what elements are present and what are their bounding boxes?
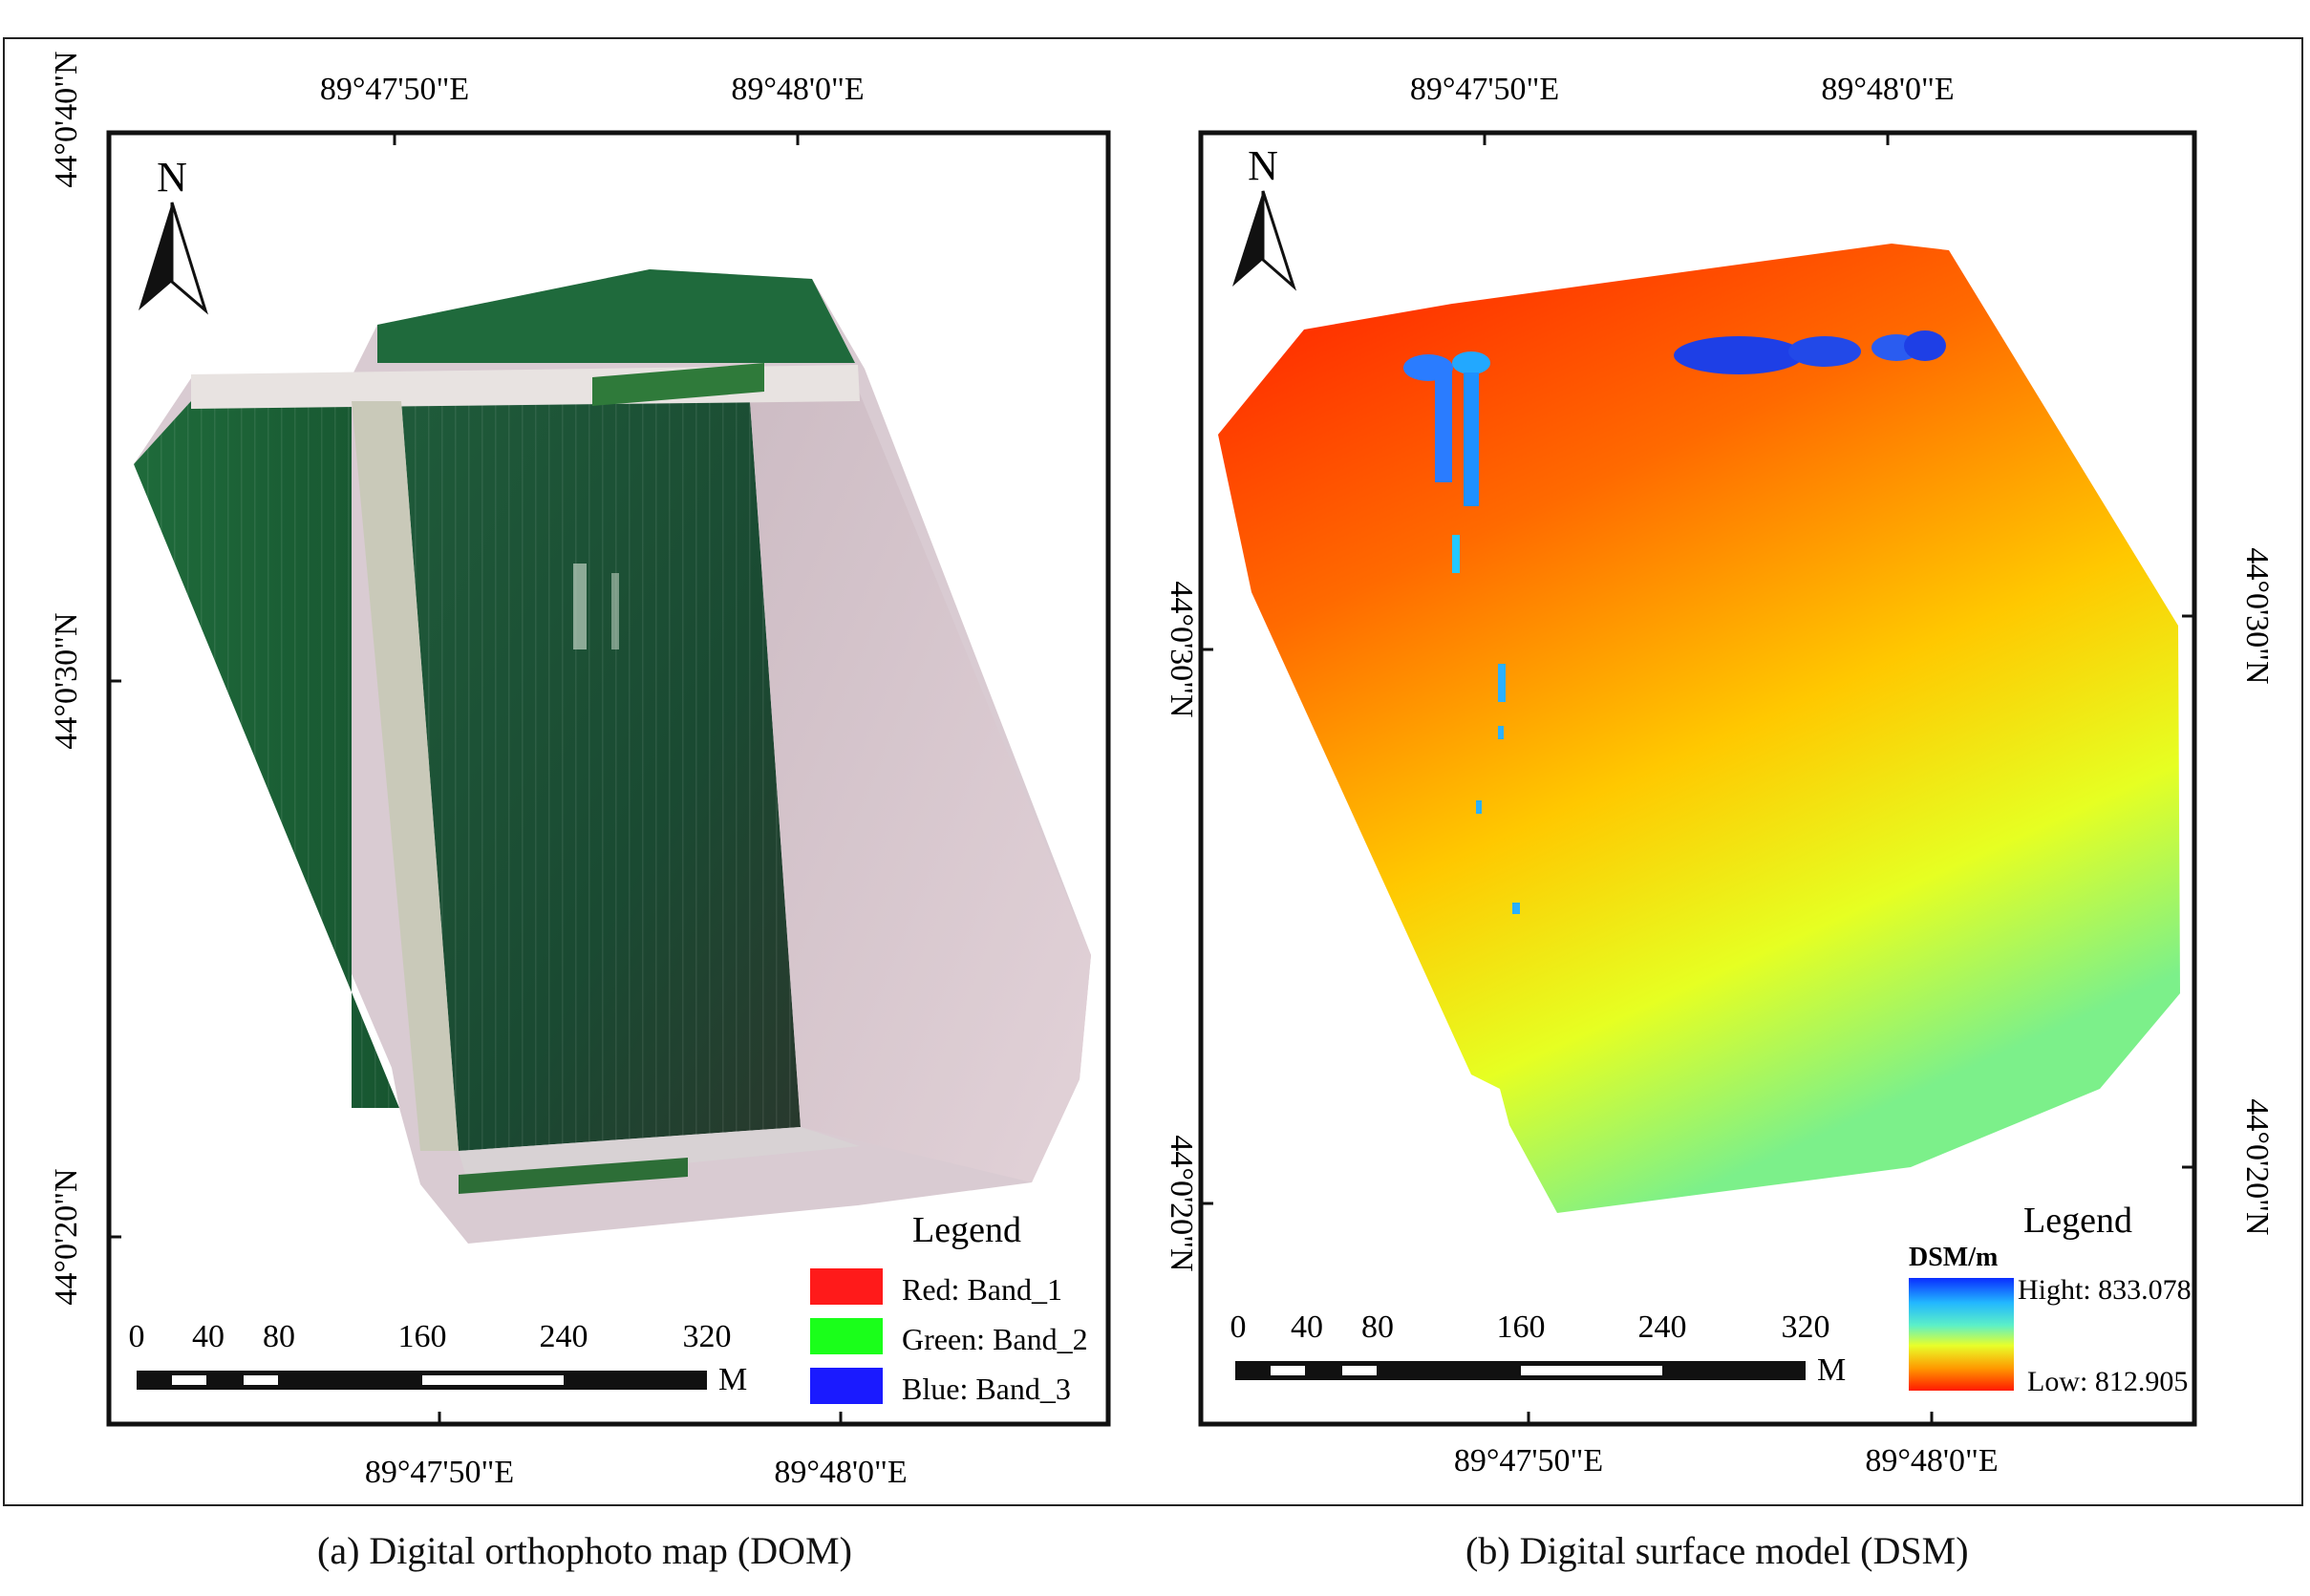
dom-scale-bar: 0 40 80 160 240 320 M: [129, 1319, 748, 1397]
dsm-north-label: N: [1248, 142, 1278, 189]
dsm-caption: (b) Digital surface model (DSM): [1465, 1529, 1969, 1572]
dsm-top-lon-label: 89°48'0"E: [1821, 72, 1954, 107]
dsm-bottom-lon-label: 89°47'50"E: [1454, 1443, 1603, 1479]
dom-top-lon-label: 89°47'50"E: [320, 72, 469, 107]
dom-scale-label: 320: [683, 1319, 732, 1354]
dom-ticks: [109, 133, 843, 1424]
dsm-scale-unit: M: [1817, 1352, 1846, 1388]
dsm-low-label: Low: 812.905: [2027, 1366, 2188, 1397]
dom-left-lat-label: 44°0'30"N: [49, 612, 84, 749]
dsm-right-lat-label: 44°0'30"N: [2239, 547, 2275, 684]
dom-legend-title: Legend: [912, 1210, 1021, 1250]
dom-bottom-lon-label: 89°47'50"E: [365, 1455, 514, 1490]
dsm-scale-label: 0: [1230, 1309, 1247, 1345]
dsm-high-label: Hight: 833.078: [2018, 1274, 2192, 1306]
dom-legend-label: Blue: Band_3: [902, 1372, 1071, 1406]
dom-scale-label: 40: [192, 1319, 225, 1354]
dom-orthophoto: [134, 269, 1091, 1244]
dom-legend-label: Green: Band_2: [902, 1322, 1088, 1356]
dsm-left-lat-label: 44°0'20"N: [1164, 1135, 1199, 1271]
dsm-scale-label: 80: [1361, 1309, 1394, 1345]
dom-legend-swatch-green: [810, 1318, 883, 1354]
dsm-surface: [1218, 244, 2180, 1213]
dsm-legend-title: Legend: [2023, 1201, 2132, 1241]
dom-bottom-lon-label: 89°48'0"E: [774, 1455, 907, 1490]
dsm-scale-label: 160: [1497, 1309, 1546, 1345]
dsm-scale-label: 40: [1291, 1309, 1323, 1345]
dom-scale-label: 80: [263, 1319, 295, 1354]
dom-top-lon-label: 89°48'0"E: [731, 72, 864, 107]
dom-north-arrow-icon: N: [139, 154, 208, 315]
dom-left-lat-label: 44°0'20"N: [49, 1168, 84, 1305]
dsm-ramp-title: DSM/m: [1909, 1243, 1998, 1272]
dsm-north-arrow-icon: N: [1232, 142, 1297, 291]
dom-scale-unit: M: [718, 1362, 747, 1397]
dsm-tree-line: [1403, 330, 1946, 914]
dom-scale-label: 160: [398, 1319, 447, 1354]
dom-scale-label: 0: [129, 1319, 145, 1354]
panel-dsm: 89°47'50"E 89°48'0"E 89°47'50"E 89°48'0"…: [1164, 72, 2275, 1479]
dom-caption: (a) Digital orthophoto map (DOM): [317, 1529, 852, 1572]
dom-legend-swatch-blue: [810, 1368, 883, 1404]
dom-north-label: N: [157, 154, 187, 201]
figure-frame: [3, 37, 2303, 1506]
dom-legend: Legend Red: Band_1 Green: Band_2 Blue: B…: [810, 1210, 1088, 1406]
dsm-bottom-lon-label: 89°48'0"E: [1865, 1443, 1998, 1479]
dsm-scale-label: 240: [1638, 1309, 1687, 1345]
dom-legend-swatch-red: [810, 1268, 883, 1305]
panel-dom: 89°47'50"E 89°48'0"E 89°47'50"E 89°48'0"…: [49, 51, 1111, 1490]
dom-scale-label: 240: [540, 1319, 588, 1354]
dsm-right-lat-label: 44°0'20"N: [2239, 1098, 2275, 1235]
dom-legend-label: Red: Band_1: [902, 1272, 1062, 1307]
dsm-left-lat-label: 44°0'30"N: [1164, 581, 1199, 717]
dsm-scale-label: 320: [1782, 1309, 1830, 1345]
dsm-ticks: [1201, 133, 2194, 1424]
dsm-top-lon-label: 89°47'50"E: [1410, 72, 1559, 107]
dsm-color-ramp: [1909, 1278, 2014, 1391]
dom-left-lat-label: 44°0'40"N: [49, 51, 84, 187]
dsm-scale-bar: 0 40 80 160 240 320 M: [1230, 1309, 1847, 1388]
dsm-legend: Legend DSM/m Hight: 833.078 Low: 812.905: [1909, 1201, 2192, 1397]
